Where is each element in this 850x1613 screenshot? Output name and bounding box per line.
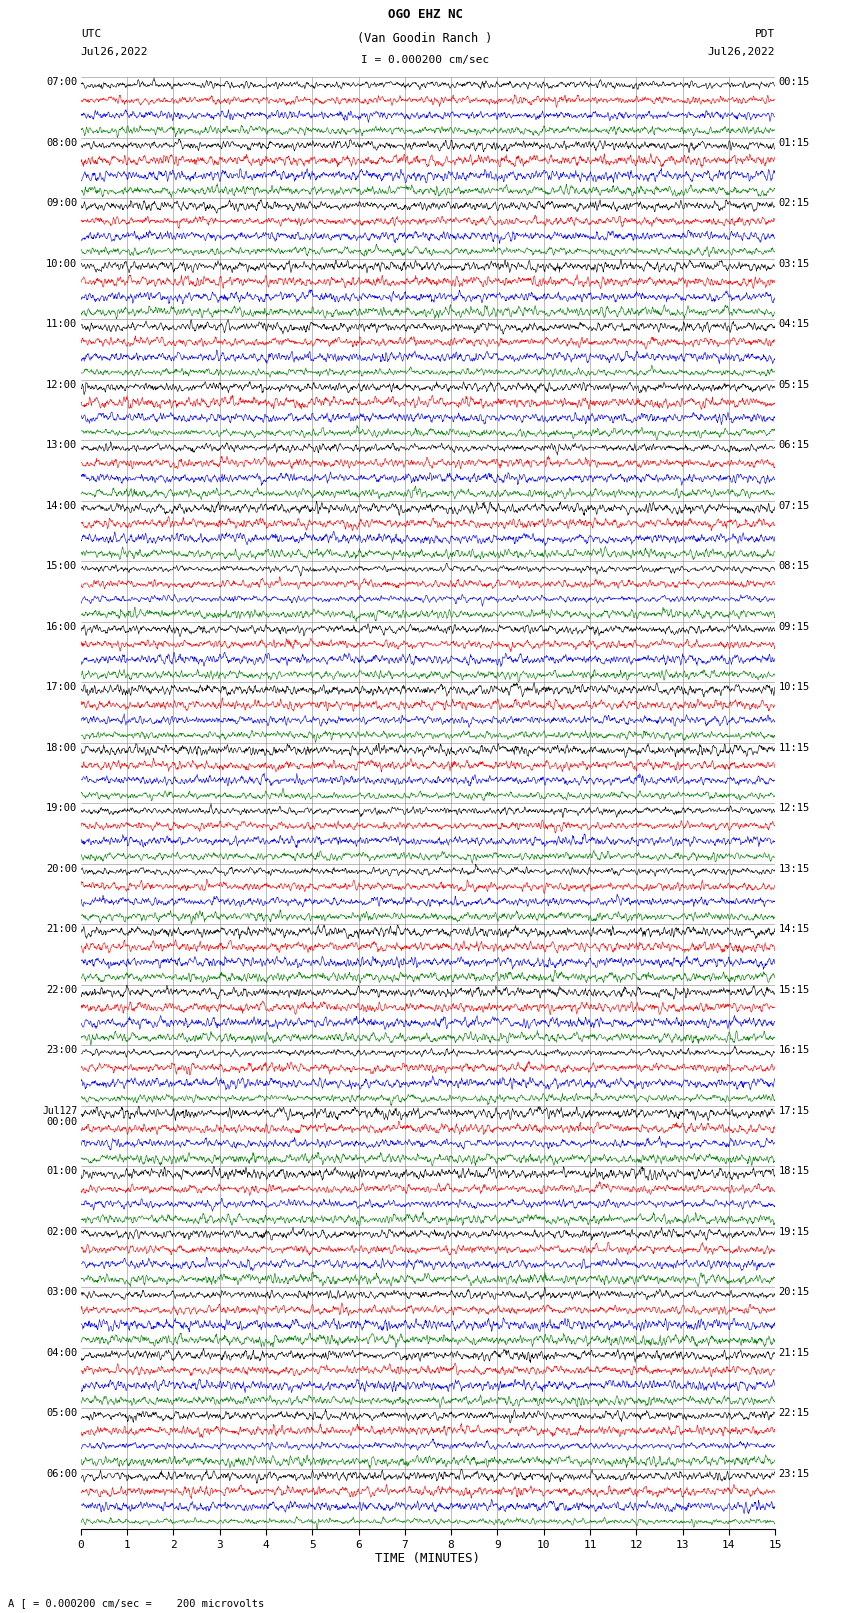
Text: 22:00: 22:00 (46, 984, 77, 995)
Text: 16:15: 16:15 (779, 1045, 810, 1055)
Text: I = 0.000200 cm/sec: I = 0.000200 cm/sec (361, 55, 489, 65)
Text: 17:15: 17:15 (779, 1107, 810, 1116)
Text: 03:15: 03:15 (779, 260, 810, 269)
Text: 19:00: 19:00 (46, 803, 77, 813)
Text: 01:00: 01:00 (46, 1166, 77, 1176)
Text: Jul26,2022: Jul26,2022 (81, 47, 148, 56)
Text: PDT: PDT (755, 29, 775, 39)
Text: 13:00: 13:00 (46, 440, 77, 450)
Text: 10:00: 10:00 (46, 260, 77, 269)
Text: UTC: UTC (81, 29, 101, 39)
Text: 17:00: 17:00 (46, 682, 77, 692)
Text: 05:00: 05:00 (46, 1408, 77, 1418)
Text: 21:15: 21:15 (779, 1348, 810, 1358)
Text: Jul26,2022: Jul26,2022 (708, 47, 775, 56)
Text: 14:00: 14:00 (46, 500, 77, 511)
Text: 07:15: 07:15 (779, 500, 810, 511)
Text: 18:15: 18:15 (779, 1166, 810, 1176)
Text: 22:15: 22:15 (779, 1408, 810, 1418)
Text: 13:15: 13:15 (779, 865, 810, 874)
Text: 15:15: 15:15 (779, 984, 810, 995)
Text: 10:15: 10:15 (779, 682, 810, 692)
Text: 21:00: 21:00 (46, 924, 77, 934)
Text: 11:00: 11:00 (46, 319, 77, 329)
Text: OGO EHZ NC: OGO EHZ NC (388, 8, 462, 21)
Text: 12:15: 12:15 (779, 803, 810, 813)
Text: 12:00: 12:00 (46, 381, 77, 390)
Text: 18:00: 18:00 (46, 742, 77, 753)
Text: 01:15: 01:15 (779, 139, 810, 148)
Text: 02:15: 02:15 (779, 198, 810, 208)
Text: 19:15: 19:15 (779, 1227, 810, 1237)
X-axis label: TIME (MINUTES): TIME (MINUTES) (376, 1552, 480, 1565)
Text: Jul127: Jul127 (42, 1107, 77, 1116)
Text: 07:00: 07:00 (46, 77, 77, 87)
Text: 23:15: 23:15 (779, 1468, 810, 1479)
Text: 00:00: 00:00 (46, 1116, 77, 1127)
Text: 09:15: 09:15 (779, 621, 810, 632)
Text: 02:00: 02:00 (46, 1227, 77, 1237)
Text: 08:00: 08:00 (46, 139, 77, 148)
Text: 00:15: 00:15 (779, 77, 810, 87)
Text: (Van Goodin Ranch ): (Van Goodin Ranch ) (357, 32, 493, 45)
Text: 09:00: 09:00 (46, 198, 77, 208)
Text: 16:00: 16:00 (46, 621, 77, 632)
Text: 08:15: 08:15 (779, 561, 810, 571)
Text: 15:00: 15:00 (46, 561, 77, 571)
Text: 04:00: 04:00 (46, 1348, 77, 1358)
Text: 20:15: 20:15 (779, 1287, 810, 1297)
Text: A [ = 0.000200 cm/sec =    200 microvolts: A [ = 0.000200 cm/sec = 200 microvolts (8, 1598, 264, 1608)
Text: 06:00: 06:00 (46, 1468, 77, 1479)
Text: 06:15: 06:15 (779, 440, 810, 450)
Text: 11:15: 11:15 (779, 742, 810, 753)
Text: 04:15: 04:15 (779, 319, 810, 329)
Text: 03:00: 03:00 (46, 1287, 77, 1297)
Text: 05:15: 05:15 (779, 381, 810, 390)
Text: 14:15: 14:15 (779, 924, 810, 934)
Text: 23:00: 23:00 (46, 1045, 77, 1055)
Text: 20:00: 20:00 (46, 865, 77, 874)
